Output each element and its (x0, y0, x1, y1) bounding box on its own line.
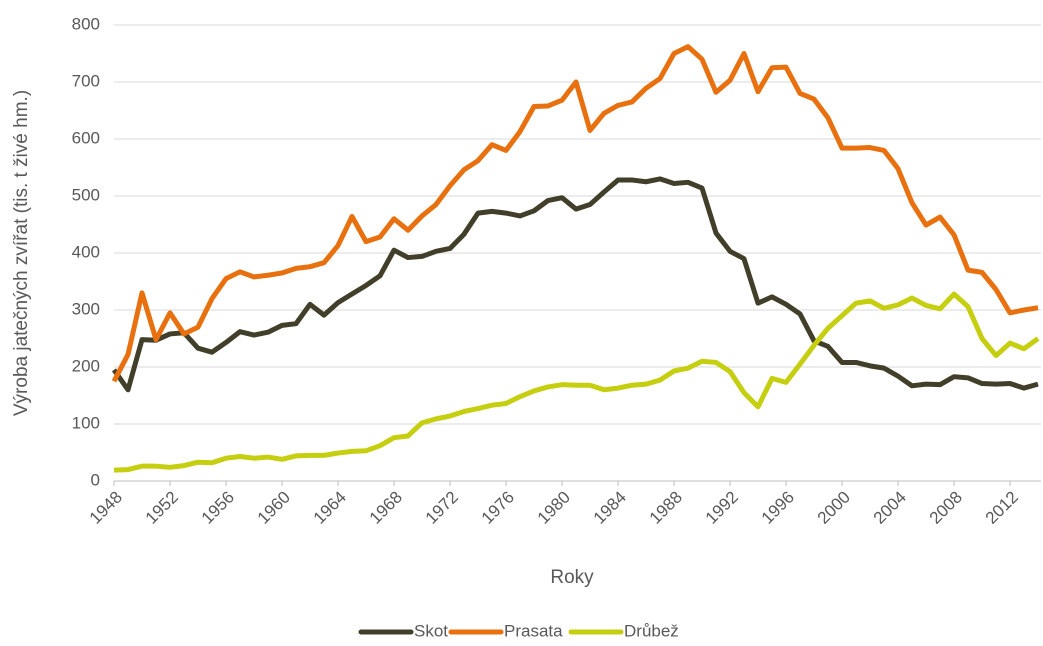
y-tick-label: 500 (72, 185, 100, 204)
y-tick-label: 300 (72, 299, 100, 318)
x-tick-label: 1980 (534, 488, 574, 528)
x-tick-label: 1948 (86, 488, 126, 528)
x-tick-label: 1964 (310, 488, 350, 528)
legend-label: Drůbež (624, 621, 679, 640)
x-axis-label: Roky (550, 567, 594, 588)
x-tick-label: 2012 (982, 488, 1022, 528)
x-tick-label: 2000 (814, 488, 854, 528)
x-tick-label: 1976 (478, 488, 518, 528)
x-tick-label: 1952 (142, 488, 182, 528)
y-tick-label: 100 (72, 413, 100, 432)
x-tick-label: 1988 (646, 488, 686, 528)
y-tick-label: 400 (72, 242, 100, 261)
x-tick-label: 1992 (702, 488, 742, 528)
y-tick-label: 700 (72, 71, 100, 90)
y-tick-label: 0 (91, 470, 100, 489)
x-tick-label: 2008 (926, 488, 966, 528)
line-series (111, 176, 1039, 393)
y-tick-label: 600 (72, 128, 100, 147)
x-tick-label: 1956 (198, 488, 238, 528)
x-tick-label: 1984 (590, 488, 630, 528)
x-tick-label: 2004 (870, 488, 910, 528)
x-tick-label: 1968 (366, 488, 406, 528)
legend-label: Prasata (504, 621, 563, 640)
line-series (111, 44, 1039, 383)
line-series (113, 291, 1040, 473)
y-tick-label: 800 (72, 14, 100, 33)
x-tick-label: 1996 (758, 488, 798, 528)
y-tick-label: 200 (72, 356, 100, 375)
x-tick-label: 1972 (422, 488, 462, 528)
y-axis-label: Výroba jatečných zvířat (tis. t živé hm.… (11, 90, 32, 416)
legend-label: Skot (414, 621, 448, 640)
x-tick-label: 1960 (254, 488, 294, 528)
